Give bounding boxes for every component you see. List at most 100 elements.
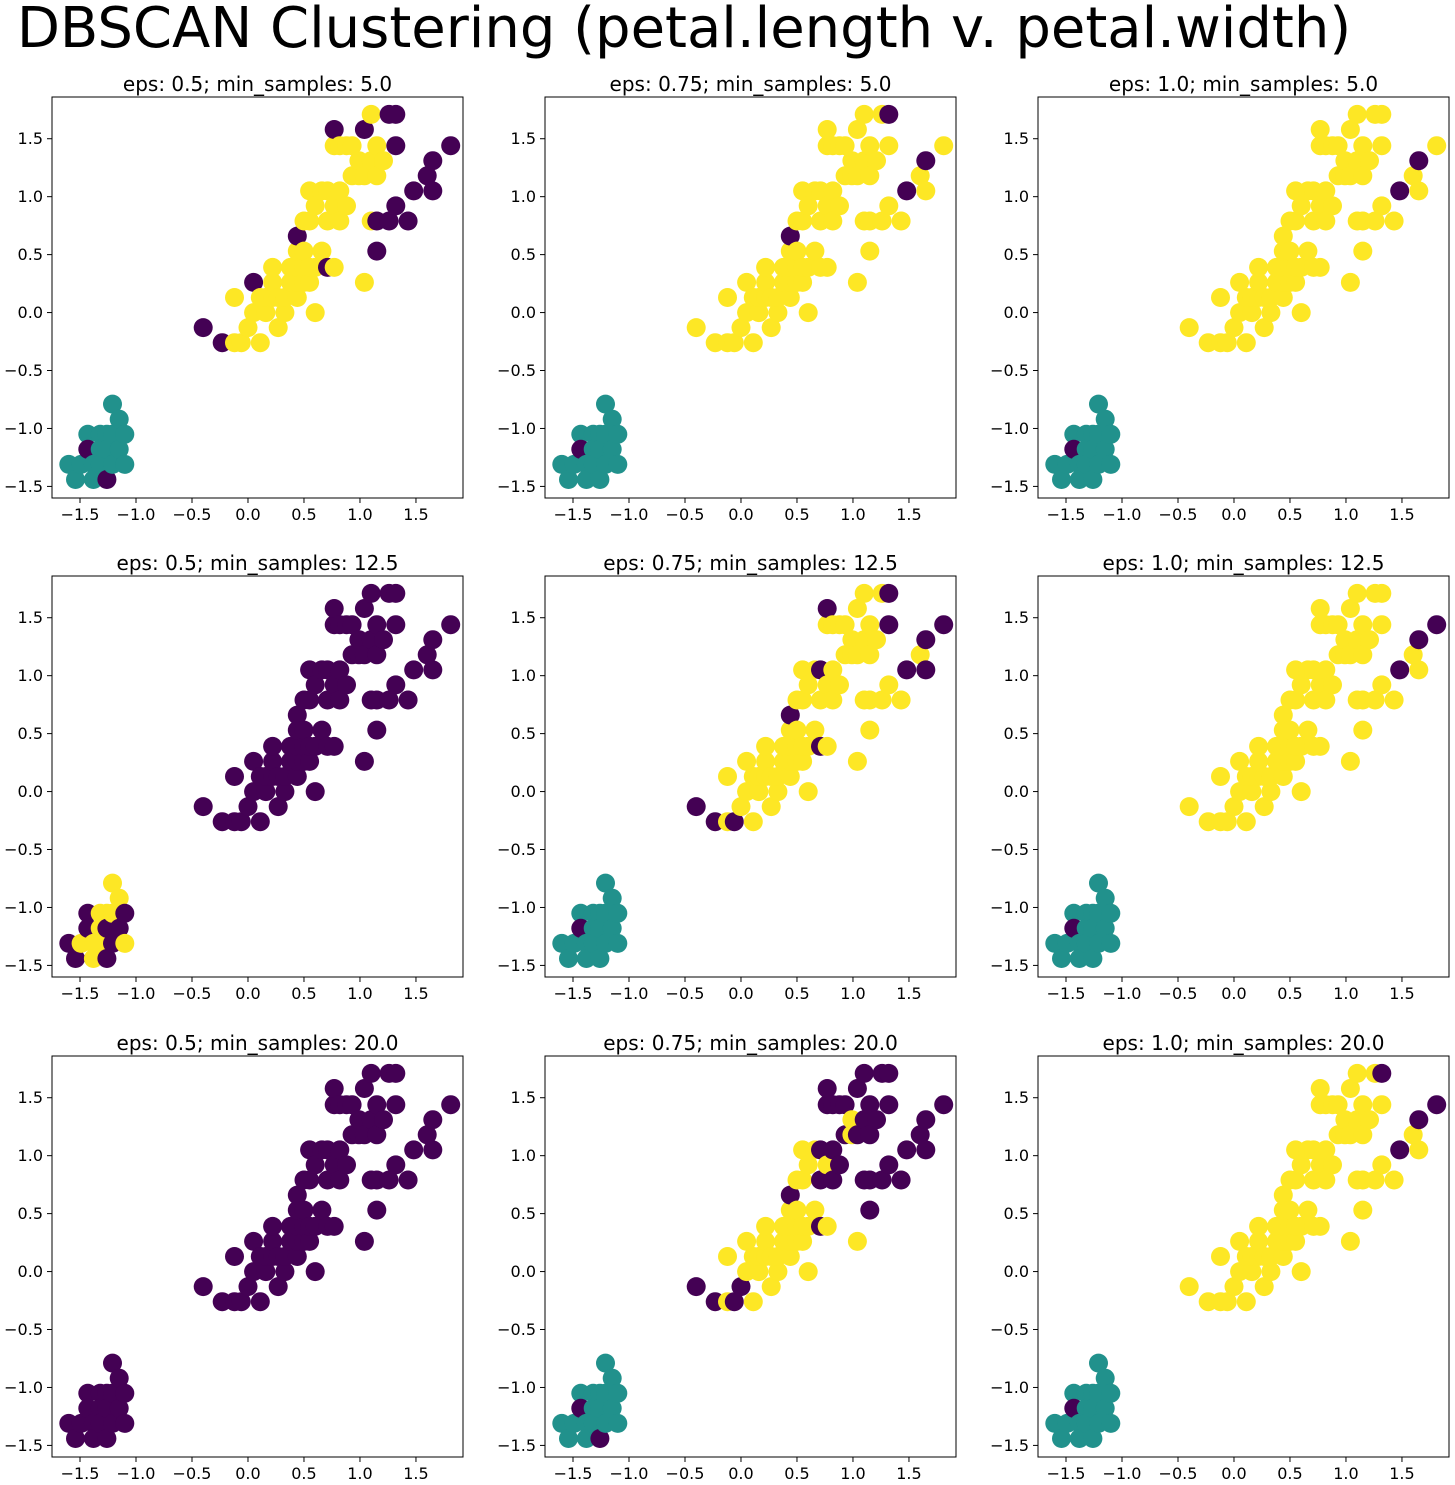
scatter-point [897,660,917,680]
y-tick-label: −1.0 [497,898,536,917]
y-tick-label: −1.0 [497,419,536,438]
scatter-point [287,288,307,307]
scatter-point [1372,675,1392,695]
scatter-point [1095,1368,1115,1388]
scatter-point [1224,797,1244,817]
scatter-point [367,166,387,186]
scatter-point [602,1398,622,1418]
scatter-point [891,1170,911,1190]
y-tick-label: 1.5 [18,129,43,148]
scatter-point [305,303,325,323]
scatter-point [805,1200,825,1220]
scatter-point [559,470,578,489]
x-tick-label: −1.5 [61,984,100,1003]
scatter-point [386,615,406,635]
scatter-point [879,1155,899,1175]
scatter-point [823,660,843,680]
x-tick-label: 0.5 [291,505,316,524]
x-tick-label: 0.5 [1277,984,1302,1003]
scatter-point [602,439,622,459]
x-tick-label: −1.5 [554,1464,593,1483]
scatter-point [860,136,880,156]
x-tick-label: 1.0 [840,505,865,524]
x-tick-label: −0.5 [666,984,705,1003]
scatter-point [817,1216,837,1236]
scatter-point [1261,782,1281,802]
scatter-point [737,751,757,771]
scatter-point [1249,257,1269,277]
x-tick-label: 0.0 [728,1464,753,1483]
scatter-point [780,226,800,246]
x-tick-label: −1.5 [1047,1464,1086,1483]
scatter-point [1236,812,1256,832]
x-tick-label: 1.0 [840,984,865,1003]
y-tick-label: 1.0 [18,1146,43,1165]
scatter-point [1179,1277,1199,1297]
scatter-point [1249,272,1269,292]
scatter-point [1360,630,1379,650]
subplot-1: eps: 0.5; min_samples: 5.0 −1.5 −1.0 −0.5 0.… [4,72,464,524]
scatter-points [552,1063,954,1448]
scatter-point [1384,690,1404,710]
scatter-point [780,705,800,725]
scatter-point [1089,873,1108,893]
scatter-point [231,812,251,832]
scatter-point [330,211,350,231]
scatter-point [761,1277,781,1297]
scatter-point [294,720,314,740]
scatter-point [1403,645,1423,665]
scatter-point [559,949,578,968]
scatter-point [768,303,788,323]
subplot-8: eps: 0.75; min_samples: 20.0 −1.5 −1.0 −0.5… [497,1031,957,1483]
scatter-point [1323,196,1342,216]
scatter-point [1353,241,1373,261]
scatter-point [872,1170,892,1190]
scatter-point [1340,1231,1360,1251]
scatter-point [398,1170,418,1190]
scatter-point [1089,394,1108,414]
scatter-point [1052,949,1071,968]
scatter-point [590,470,610,489]
scatter-point [1095,1398,1115,1418]
scatter-point [1360,151,1379,171]
axes-frame [544,575,957,978]
scatter-point [1280,1200,1300,1220]
scatter-point [872,690,892,710]
y-tick-label: −1.5 [990,956,1029,975]
y-tick-label: 0.0 [511,782,536,801]
x-tick-label: −1.0 [117,1464,156,1483]
scatter-point [686,797,706,817]
scatter-point [749,782,769,802]
scatter-point [1316,1140,1336,1160]
scatter-point [1273,288,1293,307]
scatter-point [793,751,813,771]
scatter-point [1242,782,1262,802]
axes-frame [1037,575,1450,978]
scatter-point [1249,736,1269,756]
scatter-point [756,751,776,771]
scatter-point [860,166,880,186]
scatter-points [1045,1063,1447,1448]
y-tick-label: 0.5 [511,724,536,743]
scatter-point [879,675,899,695]
scatter-point [367,241,387,261]
scatter-point [1083,1429,1103,1448]
scatter-point [361,583,381,603]
y-tick-label: 0.0 [18,782,43,801]
scatter-point [374,1110,393,1130]
scatter-point [1298,241,1318,261]
subplot-title: eps: 0.5; min_samples: 20.0 [117,1031,399,1055]
scatter-point [787,1200,807,1220]
x-tick-label: 0.0 [1221,505,1246,524]
y-tick-label: 1.0 [511,1146,536,1165]
y-tick-label: −0.5 [497,1320,536,1339]
scatter-point [743,1292,763,1312]
x-tick-label: 1.0 [1333,505,1358,524]
scatter-point [374,630,393,650]
scatter-point [854,104,874,124]
scatter-point [1409,151,1429,171]
scatter-point [1372,104,1392,124]
scatter-point [1316,1170,1336,1190]
scatter-point [1273,767,1293,786]
scatter-point [193,1277,213,1297]
